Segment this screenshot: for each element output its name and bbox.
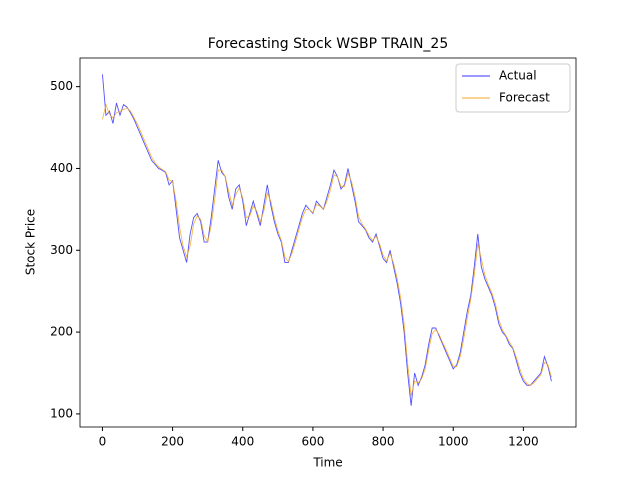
x-tick-label: 400: [231, 435, 254, 449]
chart-title: Forecasting Stock WSBP TRAIN_25: [208, 36, 448, 52]
y-tick-label: 300: [50, 243, 73, 257]
series-line: [102, 103, 552, 397]
legend-label: Forecast: [499, 91, 550, 105]
y-tick-label: 500: [50, 79, 73, 93]
x-tick-label: 1000: [438, 435, 469, 449]
y-tick-label: 400: [50, 161, 73, 175]
x-tick-label: 600: [301, 435, 324, 449]
y-axis-label: Stock Price: [24, 209, 38, 275]
x-tick-label: 200: [161, 435, 184, 449]
y-tick-label: 100: [50, 406, 73, 420]
plot-frame: [79, 57, 577, 428]
y-tick-label: 200: [50, 325, 73, 339]
series-line: [102, 74, 552, 406]
x-tick-label: 800: [372, 435, 395, 449]
legend-label: Actual: [499, 69, 537, 83]
x-tick-label: 1200: [508, 435, 539, 449]
x-axis-label: Time: [312, 456, 342, 470]
x-tick-label: 0: [99, 435, 107, 449]
